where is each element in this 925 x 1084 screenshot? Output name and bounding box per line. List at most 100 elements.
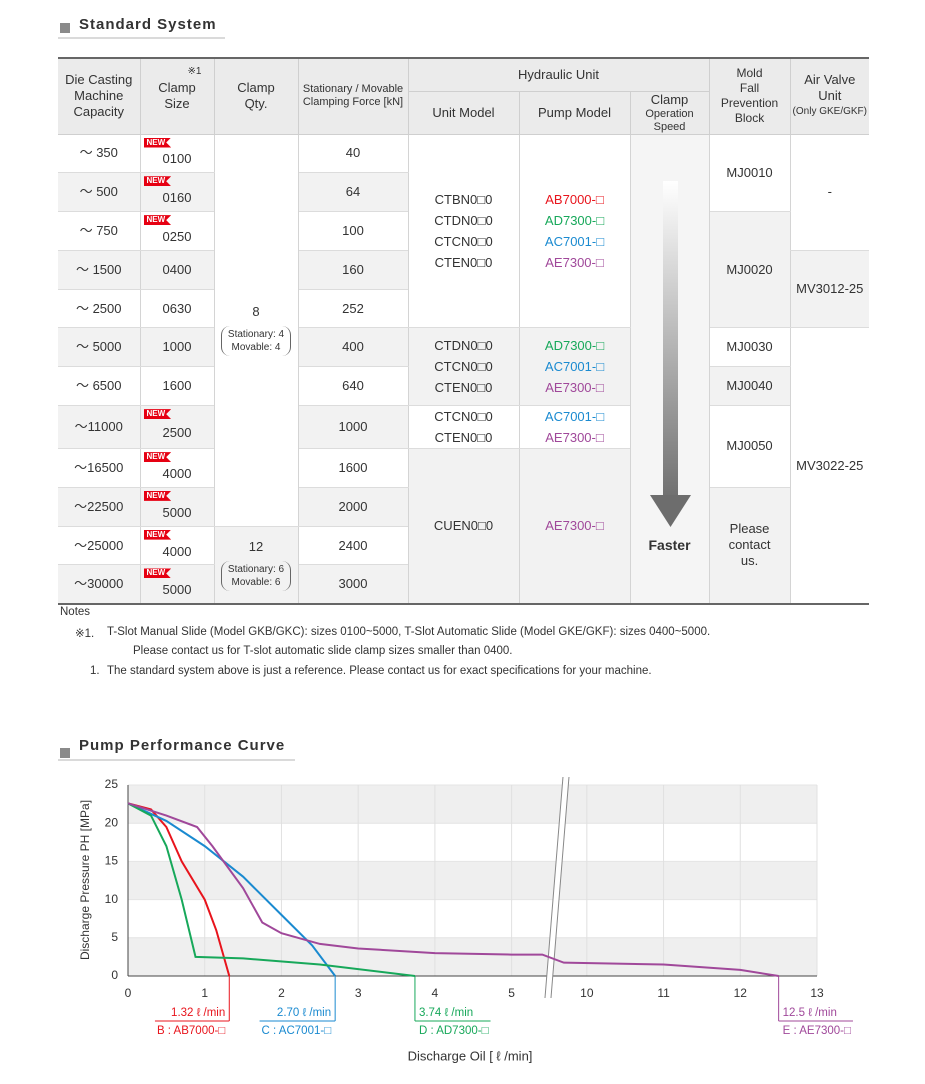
capacity-cell: ～ 1500 bbox=[58, 250, 141, 290]
clamping-force-cell: 1000 bbox=[297, 405, 409, 450]
mold-block-cell: MJ0050 bbox=[708, 405, 791, 488]
clamp-size: 0100 bbox=[162, 151, 192, 167]
header-cell: Die Casting Machine Capacity bbox=[58, 58, 141, 135]
x-tick-label: 2 bbox=[278, 986, 285, 1000]
table-header: Die Casting Machine Capacity ※1 Clamp Siz… bbox=[58, 58, 870, 135]
x-tick-label: 11 bbox=[657, 986, 670, 1000]
unit-model: CTEN0□0 bbox=[434, 254, 493, 270]
flow-label: 12.5 ℓ /min bbox=[783, 1007, 837, 1019]
clamp-size-cell: NEW 0100 bbox=[139, 134, 215, 174]
y-tick-label: 25 bbox=[105, 777, 119, 791]
unit-model: CTCN0□0 bbox=[434, 359, 493, 375]
grid-band bbox=[128, 937, 817, 976]
pump-model: AE7300-□ bbox=[545, 430, 604, 446]
y-tick-label: 20 bbox=[105, 815, 119, 829]
notes-title: Notes bbox=[60, 606, 91, 618]
pump-model: AC7001-□ bbox=[544, 359, 605, 375]
flow-label: 1.32 ℓ /min bbox=[171, 1007, 225, 1019]
x-tick-label: 10 bbox=[580, 986, 594, 1000]
table-row: ～11000 NEW 2500 1000 CTCN0□0 CTEN0□0 AC7001-□ A… bbox=[58, 405, 869, 488]
axis-break bbox=[550, 776, 570, 999]
table-row: ～ 2500 0630 252 bbox=[58, 289, 869, 329]
clamping-force-cell: 400 bbox=[297, 327, 409, 368]
standard-system-table: Die Casting Machine Capacity ※1 Clamp Siz… bbox=[58, 57, 870, 605]
header-row: Unit Model Pump Model Clamp Operation Spe… bbox=[58, 91, 869, 135]
clamp-size-cell: NEW 5000 bbox=[139, 487, 215, 527]
x-tick-label: 5 bbox=[508, 986, 515, 1000]
x-tick-label: 13 bbox=[810, 986, 824, 1000]
clamping-force-cell: 3000 bbox=[297, 564, 408, 605]
clamp-qty-breakdown: Stationary: 4 Movable: 4 bbox=[220, 326, 292, 357]
axis-break-gap bbox=[544, 777, 569, 998]
speed-label: Faster bbox=[648, 536, 691, 553]
clamp-size-cell: NEW 4000 bbox=[139, 526, 215, 566]
header-cell: Hydraulic Unit bbox=[407, 58, 710, 92]
clamping-force-cell: 2000 bbox=[297, 487, 409, 527]
table-row: ～ 750 NEW 0250 100 MJ0020 bbox=[58, 211, 869, 329]
header-row: Die Casting Machine Capacity ※1 Clamp Siz… bbox=[58, 58, 870, 135]
clamp-size: 0250 bbox=[162, 228, 192, 244]
mold-block-cell: MJ0020 bbox=[708, 211, 791, 329]
pump-curve bbox=[127, 802, 416, 977]
clamp-size: 0160 bbox=[162, 190, 192, 206]
clamping-force-cell: 1600 bbox=[297, 448, 409, 488]
pump-model: AE7300-□ bbox=[545, 254, 604, 270]
y-tick-label: 0 bbox=[111, 968, 118, 982]
pump-curve bbox=[127, 802, 231, 977]
x-tick-label: 3 bbox=[355, 986, 362, 1000]
clamp-size: 5000 bbox=[162, 582, 192, 598]
note-text: The standard system above is just a refe… bbox=[107, 665, 652, 677]
clamp-qty-cell: 12 Stationary: 6 Movable: 6 bbox=[213, 526, 299, 605]
clamping-force-cell: 640 bbox=[297, 366, 409, 407]
pump-model: AC7001-□ bbox=[544, 233, 605, 249]
clamp-qty: 12 bbox=[248, 538, 264, 554]
table-row: ～ 1500 0400 160 MV3012-25 bbox=[58, 250, 870, 329]
x-tick-label: 4 bbox=[432, 986, 439, 1000]
capacity-cell: ～ 750 bbox=[58, 211, 141, 251]
footnote-mark: ※1 bbox=[187, 66, 202, 77]
x-tick-label: 1 bbox=[201, 986, 208, 1000]
clamping-force-cell: 64 bbox=[297, 172, 408, 213]
y-tick-label: 10 bbox=[105, 892, 119, 906]
capacity-cell: ～11000 bbox=[58, 405, 141, 450]
flow-label: 2.70 ℓ /min bbox=[277, 1007, 331, 1019]
clamp-size: 4000 bbox=[162, 465, 192, 481]
header-text: Stationary / Movable Clamping Force [kN] bbox=[302, 83, 404, 109]
movable-count: Movable: 6 bbox=[231, 576, 281, 588]
clamp-size: 4000 bbox=[162, 543, 192, 559]
speed-box: Faster bbox=[631, 135, 709, 600]
table-row: ～22500 NEW 5000 2000 Please contact us. bbox=[58, 487, 869, 605]
legend-label: B : AB7000-□ bbox=[157, 1025, 225, 1037]
arrow-shaft bbox=[662, 180, 678, 497]
stationary-count: Stationary: 6 bbox=[227, 563, 285, 575]
clamping-force-cell: 160 bbox=[297, 250, 409, 290]
pump-model-cell: AB7000-□ AD7300-□ AC7001-□ AE7300-□ bbox=[518, 134, 631, 329]
unit-model: CTDN0□0 bbox=[434, 338, 493, 354]
clamp-size: 0630 bbox=[162, 300, 192, 316]
note-text: Please contact us for T-slot automatic s… bbox=[133, 645, 513, 657]
pump-model: AE7300-□ bbox=[545, 518, 604, 534]
clamp-qty-breakdown: Stationary: 6 Movable: 6 bbox=[220, 560, 292, 591]
clamp-size-cell: NEW 2500 bbox=[139, 405, 215, 450]
pump-model-cell: AC7001-□ AE7300-□ bbox=[518, 405, 631, 450]
legend-label: C : AC7001-□ bbox=[262, 1025, 332, 1037]
speed-arrow bbox=[649, 180, 691, 527]
pump-model: AD7300-□ bbox=[544, 212, 605, 228]
grid-band bbox=[128, 785, 817, 824]
new-badge: NEW bbox=[143, 409, 172, 420]
x-tick-label: 12 bbox=[734, 986, 748, 1000]
mold-block-cell: Please contact us. bbox=[708, 487, 791, 605]
table: Die Casting Machine Capacity ※1 Clamp Siz… bbox=[58, 57, 870, 605]
y-tick-label: 15 bbox=[105, 854, 119, 868]
arrow-head bbox=[649, 494, 691, 527]
unit-model: CTCN0□0 bbox=[434, 409, 493, 425]
capacity-cell: ～ 2500 bbox=[58, 289, 141, 329]
unit-model-cell: CUEN0□0 bbox=[407, 448, 520, 605]
clamping-force-cell: 2400 bbox=[297, 526, 408, 566]
header-text: Clamp Size bbox=[158, 80, 196, 112]
mold-block-cell: MJ0040 bbox=[708, 366, 791, 407]
unit-model-cell: CTBN0□0 CTDN0□0 CTCN0□0 CTEN0□0 bbox=[407, 134, 520, 329]
header-cell: Pump Model bbox=[518, 91, 631, 135]
